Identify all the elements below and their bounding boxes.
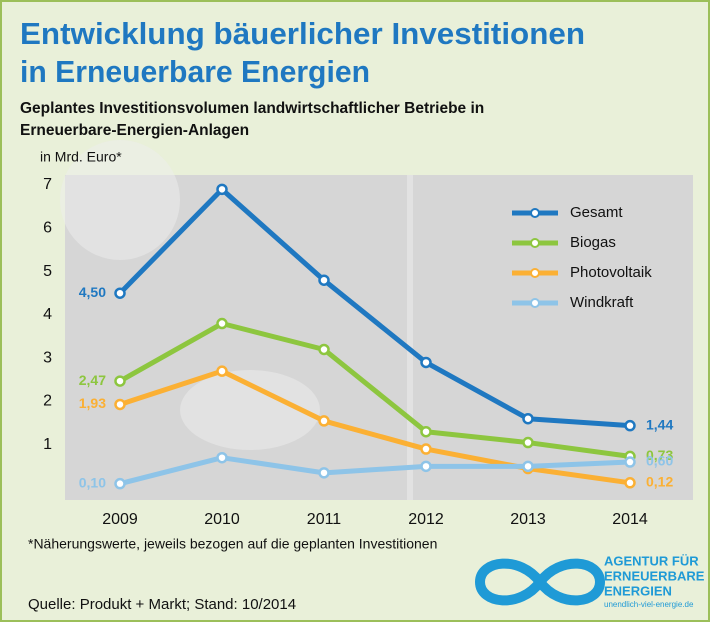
source: Quelle: Produkt + Markt; Stand: 10/2014	[28, 596, 296, 613]
logo-text: ERNEUERBARE	[604, 568, 705, 583]
x-tick-label: 2011	[307, 511, 342, 528]
data-label: 0,60	[646, 453, 673, 469]
logo-text: ENERGIEN	[604, 583, 672, 598]
y-tick-label: 2	[43, 393, 52, 410]
x-tick-label: 2014	[612, 511, 648, 528]
legend-marker	[530, 208, 540, 218]
legend-label: Biogas	[570, 234, 616, 251]
y-axis-label: in Mrd. Euro*	[40, 149, 122, 165]
data-label: 0,10	[79, 474, 106, 490]
data-point	[114, 375, 126, 387]
data-label: 0,73	[646, 447, 673, 463]
series-line	[118, 186, 631, 429]
series-line	[119, 455, 631, 487]
chart-subtitle: Erneuerbare-Energien-Anlagen	[20, 122, 249, 139]
y-tick-label: 1	[43, 436, 52, 453]
chart-title: in Erneuerbare Energien	[20, 54, 370, 89]
logo-url: unendlich-viel-energie.de	[604, 600, 694, 609]
data-label: 1,93	[79, 395, 106, 411]
data-label: 0,12	[646, 474, 673, 490]
data-point	[216, 451, 228, 464]
data-point	[624, 477, 636, 489]
legend-marker	[530, 268, 540, 278]
data-point	[420, 425, 432, 438]
chart-subtitle: Geplantes Investitionsvolumen landwirtsc…	[20, 100, 484, 117]
data-point	[318, 415, 330, 427]
series-line	[119, 368, 631, 486]
data-label: 4,50	[79, 284, 106, 300]
y-tick-label: 3	[43, 349, 52, 366]
data-point	[114, 398, 126, 411]
logo-text: AGENTUR FÜR	[604, 553, 699, 568]
y-tick-label: 5	[43, 263, 52, 280]
data-point	[624, 456, 636, 468]
y-tick-label: 6	[43, 220, 52, 237]
x-tick-label: 2009	[102, 511, 138, 528]
chart-title: Entwicklung bäuerlicher Investitionen	[20, 16, 585, 51]
data-point	[318, 274, 330, 286]
data-point	[522, 412, 534, 425]
data-point	[522, 460, 534, 473]
x-tick-label: 2013	[510, 511, 546, 528]
x-tick-label: 2012	[408, 511, 444, 528]
data-point	[216, 365, 228, 377]
data-label: 1,44	[646, 416, 673, 432]
data-point	[114, 477, 126, 490]
legend-marker	[530, 298, 540, 308]
legend-label: Windkraft	[570, 294, 634, 311]
data-point	[318, 467, 330, 479]
data-point	[420, 356, 432, 369]
y-tick-label: 7	[43, 176, 52, 193]
data-point	[624, 419, 636, 432]
data-point	[114, 287, 126, 299]
y-tick-label: 4	[43, 306, 52, 323]
data-point	[420, 460, 432, 473]
data-point	[216, 317, 228, 330]
legend-label: Photovoltaik	[570, 264, 652, 281]
data-point	[318, 343, 330, 356]
footnote: *Näherungswerte, jeweils bezogen auf die…	[28, 536, 437, 552]
series-line	[118, 321, 631, 459]
data-point	[216, 183, 228, 196]
legend-label: Gesamt	[570, 204, 623, 221]
data-label: 2,47	[79, 372, 106, 388]
data-point	[420, 443, 432, 455]
logo-symbol	[474, 558, 606, 606]
x-tick-label: 2010	[204, 511, 240, 528]
data-point	[522, 436, 534, 449]
legend-marker	[530, 238, 540, 248]
